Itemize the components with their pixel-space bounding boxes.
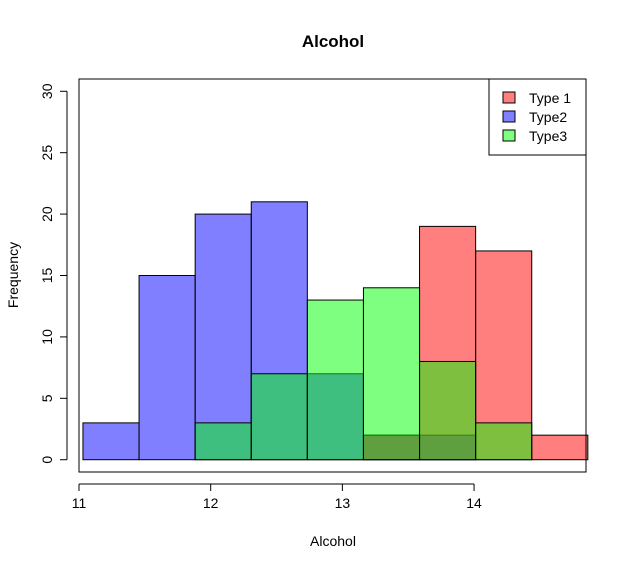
y-axis-label: Frequency bbox=[5, 242, 21, 308]
y-tick-label: 5 bbox=[39, 394, 55, 402]
y-tick-label: 25 bbox=[39, 145, 55, 161]
bar-type2-bin-0 bbox=[82, 422, 140, 461]
bar-type1-bin-8 bbox=[531, 434, 589, 461]
bar-type3-bin-7 bbox=[475, 422, 533, 461]
y-tick-label: 20 bbox=[39, 206, 55, 222]
x-tick-label: 14 bbox=[466, 495, 482, 511]
bar-type3-bin-2 bbox=[194, 422, 252, 461]
legend-label: Type2 bbox=[529, 109, 567, 125]
x-tick-label: 11 bbox=[72, 495, 87, 511]
plot-frame bbox=[78, 78, 587, 473]
legend: Type 1 Type2 Type3 bbox=[488, 78, 587, 156]
chart-title: Alcohol bbox=[302, 32, 364, 51]
x-axis: 11 12 13 14 bbox=[72, 483, 482, 511]
histogram-bars bbox=[82, 201, 589, 461]
y-tick-label: 0 bbox=[39, 456, 55, 464]
legend-swatch bbox=[502, 129, 516, 142]
bar-type3-bin-4 bbox=[306, 299, 364, 461]
legend-label: Type3 bbox=[529, 128, 567, 144]
y-tick-label: 30 bbox=[39, 83, 55, 99]
y-axis: 0 5 10 15 20 25 30 bbox=[39, 83, 68, 464]
y-tick-label: 15 bbox=[39, 268, 55, 284]
bar-type3-bin-6 bbox=[419, 360, 477, 461]
legend-swatch bbox=[502, 91, 516, 104]
x-axis-label: Alcohol bbox=[310, 533, 356, 549]
legend-label: Type 1 bbox=[529, 90, 571, 106]
bar-type3-bin-3 bbox=[250, 373, 308, 461]
legend-swatch bbox=[502, 110, 516, 123]
bar-type2-bin-1 bbox=[138, 275, 196, 461]
bar-type2-bin-2 bbox=[194, 213, 252, 461]
x-tick-label: 12 bbox=[203, 495, 219, 511]
x-tick-label: 13 bbox=[335, 495, 351, 511]
bar-type3-bin-5 bbox=[362, 287, 421, 461]
y-tick-label: 10 bbox=[39, 329, 55, 345]
